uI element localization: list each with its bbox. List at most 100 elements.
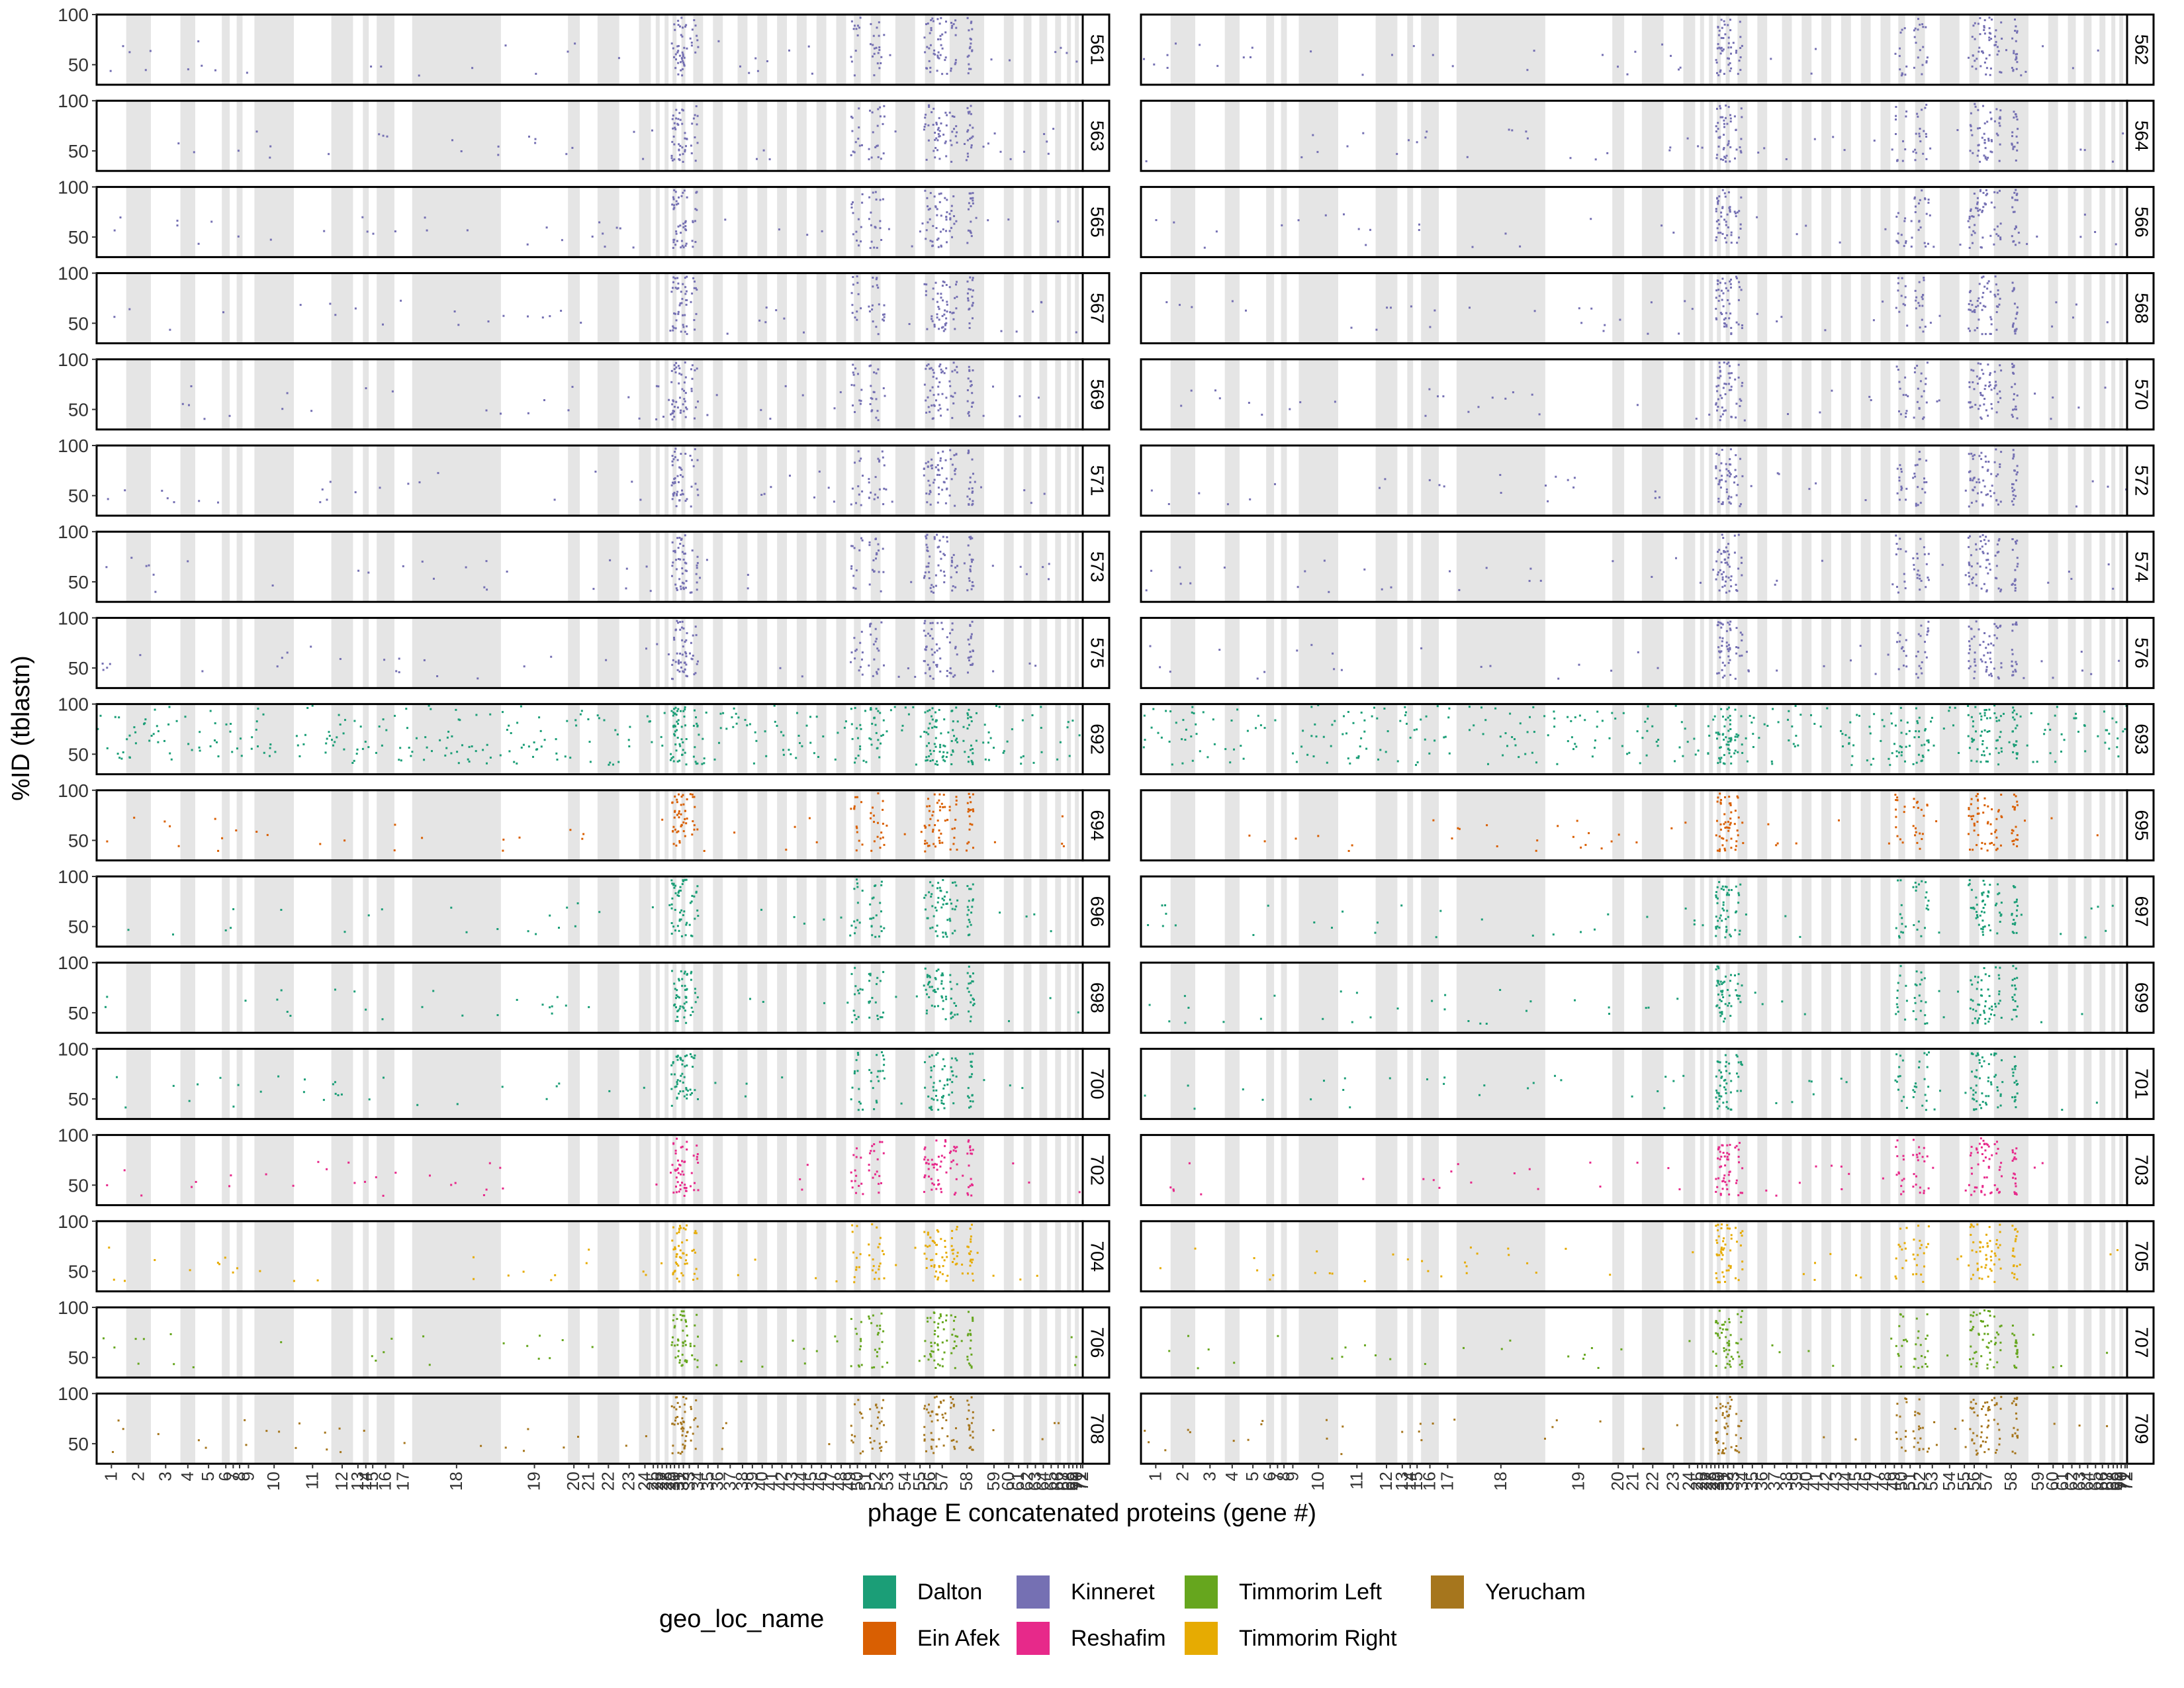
point xyxy=(1721,676,1724,679)
point xyxy=(860,801,862,804)
point xyxy=(870,240,873,243)
point xyxy=(1776,669,1778,672)
point xyxy=(1980,418,1983,420)
point xyxy=(1776,472,1779,475)
point xyxy=(679,224,682,227)
point xyxy=(857,138,860,140)
point xyxy=(764,730,766,733)
point xyxy=(1926,633,1929,636)
point xyxy=(1721,534,1723,536)
point xyxy=(1723,192,1726,195)
point xyxy=(858,144,861,147)
point xyxy=(1721,232,1724,235)
point xyxy=(1725,491,1728,493)
point xyxy=(929,218,931,220)
point xyxy=(1545,485,1547,487)
point xyxy=(880,831,883,834)
point xyxy=(1925,136,1928,138)
point xyxy=(880,158,882,160)
point xyxy=(1190,389,1193,392)
point xyxy=(1995,381,1997,383)
point xyxy=(673,708,676,710)
point xyxy=(1984,455,1987,458)
gene-band xyxy=(1170,618,1195,688)
point xyxy=(1967,536,1970,539)
point xyxy=(673,724,676,727)
gene-band xyxy=(639,187,651,258)
point xyxy=(966,242,969,244)
point xyxy=(1531,393,1533,396)
gene-band xyxy=(1915,273,1925,344)
point xyxy=(1741,475,1744,477)
gene-band xyxy=(1612,618,1625,688)
point xyxy=(1328,590,1330,593)
point xyxy=(1999,735,2001,738)
point xyxy=(937,126,940,129)
point xyxy=(1553,726,1556,728)
point xyxy=(1179,304,1181,306)
point xyxy=(966,842,969,845)
point xyxy=(926,842,929,845)
point xyxy=(672,247,674,249)
point xyxy=(681,74,684,77)
point xyxy=(1720,211,1723,214)
point xyxy=(1987,539,1990,542)
point xyxy=(684,751,686,754)
point xyxy=(946,199,948,201)
point xyxy=(684,586,687,589)
point xyxy=(1982,305,1985,307)
point xyxy=(1988,381,1991,383)
point xyxy=(1514,744,1517,747)
point xyxy=(969,46,972,48)
point xyxy=(1968,747,1971,749)
point xyxy=(1901,751,1903,753)
point xyxy=(1988,32,1991,34)
point xyxy=(1726,474,1729,477)
point xyxy=(672,329,674,332)
point xyxy=(1727,747,1729,750)
gene-band xyxy=(836,445,846,516)
point xyxy=(856,827,858,829)
point xyxy=(2011,583,2013,586)
point xyxy=(975,216,978,219)
gene-band xyxy=(1709,273,1713,344)
point xyxy=(1948,706,1951,709)
gene-band xyxy=(377,187,394,258)
point xyxy=(855,28,858,30)
point xyxy=(672,659,674,661)
point xyxy=(407,483,410,485)
gene-band xyxy=(2119,359,2124,430)
point xyxy=(1730,737,1733,739)
gene-band xyxy=(1224,532,1240,602)
point xyxy=(1735,416,1737,419)
point xyxy=(2014,589,2017,592)
gene-band xyxy=(1757,704,1768,774)
point xyxy=(167,723,170,726)
point xyxy=(955,125,958,128)
point xyxy=(1993,461,1996,463)
point xyxy=(1574,716,1576,719)
point xyxy=(1511,736,1514,738)
point xyxy=(1145,589,1148,592)
point xyxy=(1729,70,1731,72)
point xyxy=(934,763,936,765)
point xyxy=(954,674,956,677)
gene-band xyxy=(1841,15,1851,85)
point xyxy=(1973,453,1976,456)
point xyxy=(956,295,958,298)
point xyxy=(574,719,577,722)
point xyxy=(2083,213,2086,216)
point xyxy=(1213,743,1216,745)
gene-band xyxy=(2119,273,2124,344)
gene-band xyxy=(363,101,369,171)
point xyxy=(1723,664,1726,667)
point xyxy=(1997,627,1999,629)
point xyxy=(1922,418,1924,420)
point xyxy=(954,34,957,36)
point xyxy=(2052,397,2054,399)
point xyxy=(747,573,749,576)
point xyxy=(2013,399,2015,400)
point xyxy=(951,416,954,419)
point xyxy=(1997,289,1999,292)
point xyxy=(948,380,951,383)
